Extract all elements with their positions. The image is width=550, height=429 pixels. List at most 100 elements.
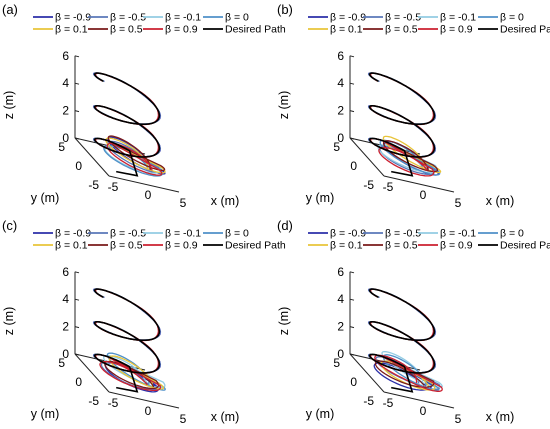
y-tick-label-d-2: -5	[363, 394, 374, 408]
z-tick-label-d-1: 2	[337, 320, 344, 334]
x-axis-c	[108, 391, 180, 409]
x-tick-label-a-1: 0	[145, 188, 152, 202]
z-tick-d-0	[349, 353, 355, 356]
z-tick-b-2	[349, 82, 355, 85]
legend-label-d-5: β = 0.5	[385, 240, 418, 252]
y-axis-b	[349, 137, 385, 177]
z-tick-b-1	[349, 110, 355, 113]
z-tick-label-c-0: 0	[62, 347, 69, 361]
y-tick-label-b-1: 0	[350, 159, 357, 173]
z-tick-label-b-0: 0	[337, 131, 344, 145]
legend-label-d-2: β = -0.1	[440, 228, 476, 240]
y-axis-c	[74, 353, 110, 393]
z-tick-label-a-3: 6	[62, 49, 69, 63]
series-group-a	[92, 72, 166, 177]
z-tick-label-b-1: 2	[337, 104, 344, 118]
legend-label-a-4: β = 0.1	[55, 24, 88, 36]
x-tick-label-c-0: -5	[108, 396, 119, 410]
y-tick-label-a-1: 0	[75, 159, 82, 173]
y-tick-label-c-2: -5	[88, 394, 99, 408]
y-axis-a	[74, 137, 110, 177]
z-tick-label-d-3: 6	[337, 265, 344, 279]
legend-label-d-7: Desired Path	[500, 240, 550, 252]
z-tick-a-1	[74, 110, 80, 113]
x-tick-label-a-0: -5	[108, 180, 119, 194]
series-line-c-desired	[93, 288, 161, 393]
series-group-c	[92, 288, 166, 393]
x-tick-label-c-1: 0	[145, 404, 152, 418]
z-tick-label-c-2: 4	[62, 292, 69, 306]
panel-label-a: (a)	[2, 2, 18, 17]
z-tick-a-3	[74, 55, 80, 58]
panel-label-b: (b)	[277, 2, 293, 17]
x-axis-label-d: x (m)	[486, 410, 514, 424]
z-tick-d-3	[349, 271, 355, 274]
x-tick-label-b-1: 0	[420, 188, 427, 202]
panel-label-c: (c)	[2, 218, 17, 233]
y-axis-label-a: y (m)	[31, 191, 59, 205]
legend-label-b-5: β = 0.5	[385, 24, 418, 36]
z-tick-label-a-0: 0	[62, 131, 69, 145]
z-tick-label-b-2: 4	[337, 76, 344, 90]
legend-label-d-6: β = 0.9	[440, 240, 473, 252]
legend-label-c-6: β = 0.9	[165, 240, 198, 252]
z-tick-c-1	[74, 326, 80, 329]
legend-label-a-2: β = -0.1	[165, 12, 201, 24]
legend-label-b-4: β = 0.1	[330, 24, 363, 36]
legend-label-d-1: β = -0.5	[385, 228, 421, 240]
z-tick-d-1	[349, 326, 355, 329]
y-tick-label-b-0: 5	[333, 140, 340, 154]
x-tick-label-b-2: 5	[455, 196, 462, 210]
z-axis-label-c: z (m)	[2, 307, 16, 335]
panel-b: (b) β = -0.9 β = -0.5 β = -0.1 β = 0 β = 0.1 β…	[277, 2, 550, 210]
legend-label-a-6: β = 0.9	[165, 24, 198, 36]
legend-label-d-3: β = 0	[500, 228, 524, 240]
x-axis-label-c: x (m)	[211, 410, 239, 424]
y-tick-label-c-0: 5	[58, 356, 65, 370]
series-line-b-3	[368, 72, 441, 176]
z-axis-label-a: z (m)	[2, 91, 16, 119]
panel-a: (a) β = -0.9 β = -0.5 β = -0.1 β = 0 β = 0.1 β…	[2, 2, 286, 210]
z-tick-b-0	[349, 137, 355, 140]
panel-d: (d) β = -0.9 β = -0.5 β = -0.1 β = 0 β = 0.1 β…	[277, 218, 550, 426]
z-tick-label-a-2: 4	[62, 76, 69, 90]
legend-label-a-7: Desired Path	[225, 24, 286, 36]
series-line-b-0	[367, 72, 439, 176]
series-line-b-desired	[368, 72, 436, 177]
x-axis-label-a: x (m)	[211, 194, 239, 208]
z-axis-label-b: z (m)	[277, 91, 291, 119]
y-axis-d	[349, 353, 385, 393]
x-tick-label-c-2: 5	[180, 412, 187, 426]
series-line-d-desired	[368, 288, 436, 393]
y-tick-label-a-2: -5	[88, 178, 99, 192]
x-tick-label-b-0: -5	[383, 180, 394, 194]
legend-label-c-4: β = 0.1	[55, 240, 88, 252]
legend-label-b-2: β = -0.1	[440, 12, 476, 24]
legend-label-a-5: β = 0.5	[110, 24, 143, 36]
legend-label-c-1: β = -0.5	[110, 228, 146, 240]
x-axis-a	[108, 175, 180, 193]
z-tick-b-3	[349, 55, 355, 58]
x-tick-label-d-0: -5	[383, 396, 394, 410]
z-tick-label-c-3: 6	[62, 265, 69, 279]
y-axis-label-d: y (m)	[306, 407, 334, 421]
series-line-d-6	[369, 288, 443, 392]
x-axis-b	[383, 175, 455, 193]
legend-label-c-2: β = -0.1	[165, 228, 201, 240]
legend-label-c-5: β = 0.5	[110, 240, 143, 252]
panel-label-d: (d)	[277, 218, 293, 233]
series-group-d	[367, 288, 443, 393]
x-tick-label-d-2: 5	[455, 412, 462, 426]
y-tick-label-d-0: 5	[333, 356, 340, 370]
z-tick-label-d-0: 0	[337, 347, 344, 361]
series-line-a-desired	[93, 72, 161, 177]
x-axis-d	[383, 391, 455, 409]
legend-label-b-6: β = 0.9	[440, 24, 473, 36]
legend-label-b-1: β = -0.5	[385, 12, 421, 24]
z-tick-label-a-1: 2	[62, 104, 69, 118]
z-tick-c-3	[74, 271, 80, 274]
legend-label-a-1: β = -0.5	[110, 12, 146, 24]
z-tick-label-b-3: 6	[337, 49, 344, 63]
legend-label-c-0: β = -0.9	[55, 228, 91, 240]
x-axis-label-b: x (m)	[486, 194, 514, 208]
